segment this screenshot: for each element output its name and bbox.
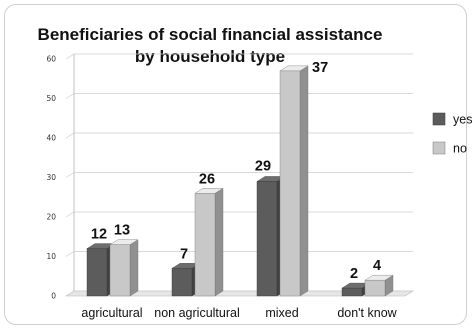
bar-top [109, 239, 139, 245]
grid-line [65, 53, 413, 60]
bar-front [171, 268, 193, 297]
x-category-label: mixed [265, 306, 298, 320]
y-axis-ticks: 0 10 20 30 40 50 60 [46, 55, 56, 301]
bar-no-3 [364, 274, 394, 297]
grid-line [65, 132, 413, 139]
bar-front [86, 248, 108, 297]
x-axis-labels: agricultural non agricultural mixed don't k… [81, 306, 397, 320]
bar-side [299, 65, 309, 297]
y-tick-label: 10 [46, 252, 56, 261]
value-label: 26 [199, 171, 215, 187]
chart-title-line-1: Beneficiaries of social financial assist… [37, 25, 383, 44]
grid-line [65, 93, 413, 99]
value-label: 7 [180, 246, 188, 262]
chart-title: Beneficiaries of social financial assist… [30, 24, 390, 68]
bar-front [194, 193, 216, 297]
bar-front [279, 70, 301, 297]
legend-label: yes [453, 113, 472, 127]
chart-title-line-2: by household type [134, 47, 286, 66]
y-tick-label: 40 [46, 134, 56, 143]
legend-label: no [453, 142, 467, 156]
value-labels: 12 13 7 26 29 37 2 4 [91, 60, 381, 282]
bar-front [256, 181, 278, 297]
bar-front [364, 280, 386, 297]
bar-front [109, 244, 131, 297]
bar-top [279, 65, 309, 72]
grid-line [65, 211, 413, 218]
legend-swatch [432, 141, 446, 155]
bar-yes-0 [86, 243, 116, 297]
bar-side [214, 187, 224, 297]
y-tick-label: 20 [46, 213, 56, 222]
value-label: 4 [373, 258, 381, 274]
y-tick-label: 30 [46, 173, 56, 182]
bar-no-0 [109, 239, 139, 297]
bars [86, 65, 394, 297]
x-category-label: don't know [337, 306, 397, 320]
legend-item-no: no [432, 141, 467, 156]
bar-top [194, 188, 224, 194]
chart-frame [4, 4, 467, 325]
bar-front [341, 287, 363, 297]
legend-item-yes: yes [432, 112, 472, 127]
y-tick-label: 60 [46, 55, 56, 64]
value-label: 12 [91, 227, 107, 243]
value-label: 2 [350, 266, 358, 282]
y-tick-label: 50 [46, 94, 56, 103]
legend-swatch [432, 112, 446, 126]
legend: yes no [432, 112, 472, 156]
value-label: 37 [312, 60, 328, 76]
bar-top [364, 275, 394, 281]
bar-side [129, 239, 139, 297]
bar-no-2 [279, 65, 309, 297]
x-category-label: non agricultural [154, 306, 239, 320]
x-category-label: agricultural [81, 306, 142, 320]
grid-line [65, 172, 413, 178]
value-label: 13 [114, 223, 130, 239]
value-label: 29 [255, 158, 271, 174]
bar-no-1 [194, 187, 224, 297]
y-tick-label: 0 [51, 292, 56, 301]
